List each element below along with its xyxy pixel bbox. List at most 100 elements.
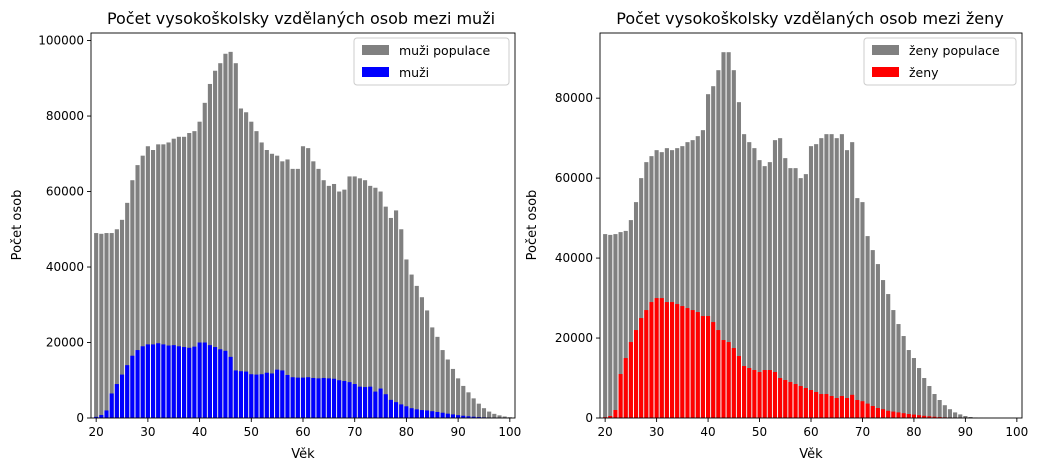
educated-bar-38: [187, 347, 192, 418]
educated-bar-79: [399, 404, 404, 418]
legend-label-population: muži populace: [399, 43, 491, 58]
legend-label-educated: muži: [399, 65, 429, 80]
population-bar-47: [742, 134, 747, 418]
educated-bar-49: [752, 370, 757, 418]
educated-bar-57: [285, 374, 290, 418]
y-tick-label: 0: [76, 411, 84, 425]
legend-swatch-educated: [872, 67, 899, 77]
educated-bar-50: [249, 374, 254, 418]
population-bar-77: [896, 324, 901, 418]
population-bar-27: [130, 180, 135, 418]
population-bar-94: [476, 403, 481, 418]
x-tick-label: 100: [1005, 425, 1028, 439]
chart-panel-women: Počet vysokoškolsky vzdělaných osob mezi…: [525, 9, 1028, 462]
population-bar-35: [680, 146, 685, 418]
population-bar-32: [664, 148, 669, 418]
educated-bar-30: [654, 298, 659, 418]
population-bar-20: [94, 233, 99, 418]
educated-bar-28: [135, 350, 140, 418]
population-bar-39: [700, 130, 705, 418]
chart-title: Počet vysokoškolsky vzdělaných osob mezi…: [107, 9, 495, 28]
educated-bar-40: [197, 342, 202, 418]
educated-bar-29: [140, 346, 145, 418]
x-tick-label: 40: [700, 425, 715, 439]
population-bar-49: [752, 148, 757, 418]
educated-bar-60: [808, 390, 814, 418]
x-tick-label: 80: [906, 425, 921, 439]
educated-bar-71: [865, 403, 870, 418]
educated-bar-73: [875, 408, 880, 418]
population-bar-85: [937, 400, 942, 418]
x-tick-label: 100: [498, 425, 521, 439]
population-bar-33: [161, 144, 166, 418]
educated-bar-36: [685, 308, 690, 418]
population-bar-87: [440, 350, 445, 418]
educated-bar-67: [844, 398, 850, 418]
chart-title: Počet vysokoškolsky vzdělaných osob mezi…: [616, 9, 1003, 28]
educated-bar-34: [675, 304, 680, 418]
educated-bar-37: [690, 310, 695, 418]
population-bar-87: [947, 409, 953, 418]
educated-bar-89: [450, 414, 456, 418]
population-bar-51: [762, 166, 767, 418]
educated-bar-56: [788, 382, 793, 418]
educated-bar-50: [757, 372, 762, 418]
population-bar-45: [731, 70, 736, 419]
population-bar-37: [690, 140, 695, 418]
educated-bar-27: [639, 318, 644, 418]
population-bar-64: [829, 134, 834, 418]
population-bar-24: [623, 230, 628, 418]
bars-group: [94, 51, 512, 419]
educated-bar-62: [311, 377, 316, 418]
population-bar-91: [461, 385, 466, 418]
population-bar-28: [644, 162, 649, 418]
educated-bar-85: [937, 417, 942, 418]
population-bar-33: [669, 150, 675, 418]
population-bar-48: [238, 108, 244, 419]
population-bar-68: [342, 189, 347, 418]
educated-bar-82: [414, 409, 419, 418]
y-axis-label: Počet osob: [10, 190, 25, 261]
educated-bar-46: [736, 356, 742, 418]
educated-bar-34: [166, 345, 171, 418]
population-bar-71: [865, 236, 870, 418]
population-bar-99: [502, 416, 507, 418]
y-tick-label: 80000: [46, 109, 84, 123]
educated-bar-54: [778, 378, 783, 418]
educated-bar-80: [404, 406, 409, 418]
educated-bar-57: [793, 384, 798, 418]
educated-bar-66: [839, 396, 844, 418]
educated-bar-44: [218, 349, 223, 418]
educated-bar-67: [337, 380, 342, 418]
educated-bar-41: [711, 322, 716, 418]
educated-bar-35: [171, 345, 176, 418]
population-bar-23: [618, 232, 623, 418]
population-bar-25: [628, 220, 633, 418]
population-bar-50: [757, 160, 762, 418]
x-tick-label: 20: [89, 425, 104, 439]
educated-bar-26: [125, 365, 130, 418]
x-tick-label: 30: [140, 425, 155, 439]
educated-bar-43: [213, 347, 218, 418]
y-tick-label: 40000: [46, 260, 84, 274]
educated-bar-35: [680, 306, 685, 418]
educated-bar-70: [352, 384, 357, 418]
population-bar-32: [156, 144, 161, 418]
population-bar-37: [182, 136, 187, 419]
population-bar-60: [808, 146, 814, 418]
educated-bar-81: [917, 415, 922, 418]
population-bar-40: [706, 94, 711, 419]
population-bar-74: [373, 187, 378, 418]
educated-bar-20: [94, 416, 99, 418]
population-bar-46: [228, 51, 233, 419]
educated-bar-75: [886, 410, 891, 418]
x-tick-label: 50: [244, 425, 259, 439]
population-bar-62: [819, 138, 824, 418]
educated-bar-48: [747, 368, 752, 418]
population-bar-83: [419, 297, 424, 418]
educated-bar-56: [280, 370, 285, 418]
y-tick-label: 80000: [555, 91, 593, 105]
educated-bar-78: [394, 402, 399, 418]
population-bar-74: [880, 280, 886, 418]
educated-bar-47: [233, 370, 238, 418]
